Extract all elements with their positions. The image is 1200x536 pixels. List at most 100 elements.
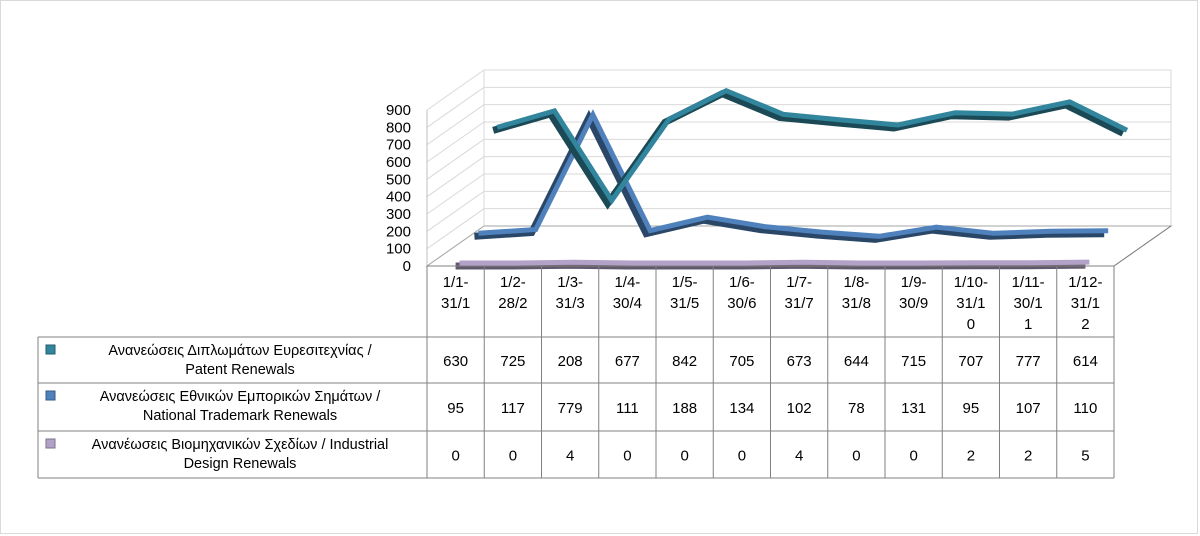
gridline-depth (426, 104, 485, 146)
x-tick-label: 30/9 (899, 295, 928, 312)
data-label: 78 (848, 400, 865, 417)
x-tick-label: 1/11- (1012, 274, 1045, 291)
data-label: 134 (729, 400, 754, 417)
data-label: 0 (680, 448, 688, 465)
gridline-depth (426, 190, 485, 232)
y-tick-label: 800 (386, 119, 411, 136)
x-tick-label: 31/7 (785, 295, 814, 312)
table-row: Ανανέωσεις Βιομηχανικών Σχεδίων / Indust… (45, 437, 1090, 472)
data-label: 0 (509, 448, 517, 465)
legend-swatch (45, 438, 56, 449)
data-label: 725 (500, 353, 525, 370)
x-tick-label: 30/6 (727, 295, 756, 312)
x-tick-label: 30/4 (613, 295, 642, 312)
y-tick-label: 100 (386, 241, 411, 258)
x-tick-label: 31/1 (956, 295, 985, 312)
data-label: 0 (852, 448, 860, 465)
data-label: 0 (623, 448, 631, 465)
y-tick-label: 0 (403, 258, 411, 275)
table-row: Ανανεώσεις Διπλωμάτων Ευρεσιτεχνίας / Pat… (45, 343, 1098, 378)
y-tick-label: 400 (386, 189, 411, 206)
x-tick-label: 1/12- (1068, 274, 1102, 291)
series-2 (455, 259, 1090, 270)
legend-swatch (45, 390, 56, 401)
y-tick-label: 200 (386, 223, 411, 240)
data-label: 777 (1016, 353, 1041, 370)
y-tick-label: 300 (386, 206, 411, 223)
data-label: 842 (672, 353, 697, 370)
data-label: 644 (844, 353, 869, 370)
data-label: 0 (909, 448, 917, 465)
data-label: 131 (901, 400, 926, 417)
legend-swatch (45, 344, 56, 355)
x-tick-label: 31/1 (1071, 295, 1100, 312)
x-tick-label: 28/2 (498, 295, 527, 312)
legend-entry: Ανανέωσεις Βιομηχανικών Σχεδίων / Indust… (92, 437, 389, 453)
data-label: 208 (558, 353, 583, 370)
x-tick-label: 1/8- (843, 274, 869, 291)
data-label: 707 (958, 353, 983, 370)
x-tick-label: 1/9- (901, 274, 927, 291)
data-label: 2 (967, 448, 975, 465)
legend-entry: Ανανεώσεις Διπλωμάτων Ευρεσιτεχνίας / (108, 343, 372, 359)
series-line (478, 109, 1109, 239)
gridline-depth (426, 138, 485, 180)
data-label: 630 (443, 353, 468, 370)
series-line (459, 259, 1090, 266)
x-tick-label: 31/3 (556, 295, 585, 312)
x-tick-label: 1/2- (500, 274, 526, 291)
series-1 (474, 109, 1109, 243)
x-tick-label: 2 (1081, 316, 1089, 333)
y-tick-label: 600 (386, 154, 411, 171)
x-tick-label: 31/5 (670, 295, 699, 312)
data-label: 614 (1073, 353, 1098, 370)
data-label: 715 (901, 353, 926, 370)
data-table: 1/1- 31/1 1/2- 28/2 1/3- 31/3 1/4- 30/4 1/5- 31/5… (37, 225, 1172, 479)
data-label: 673 (787, 353, 812, 370)
legend-entry: National Trademark Renewals (143, 408, 337, 424)
x-tick-label: 1/10- (954, 274, 988, 291)
gridline-depth (426, 156, 485, 198)
x-tick-label: 31/1 (441, 295, 470, 312)
series-line (496, 87, 1129, 205)
data-label: 4 (566, 448, 574, 465)
data-label: 677 (615, 353, 640, 370)
table-row: Ανανεώσεις Εθνικών Εμπορικών Σημάτων / Na… (45, 389, 1097, 424)
x-tick-label: 30/1 (1014, 295, 1043, 312)
data-label: 102 (787, 400, 812, 417)
x-tick-label: 1/5- (672, 274, 698, 291)
x-tick-label: 1/1- (443, 274, 469, 291)
data-label: 779 (558, 400, 583, 417)
data-label: 2 (1024, 448, 1032, 465)
gridline-depth (426, 173, 485, 215)
gridline-depth (426, 208, 485, 250)
data-label: 5 (1081, 448, 1089, 465)
x-tick-label: 1/6- (729, 274, 755, 291)
data-label: 705 (729, 353, 754, 370)
data-label: 95 (447, 400, 464, 417)
y-tick-label: 500 (386, 171, 411, 188)
gridline-depth (426, 86, 485, 128)
x-tick-label: 1/4- (614, 274, 640, 291)
legend-entry: Design Renewals (184, 456, 297, 472)
x-tick-label: 0 (967, 316, 975, 333)
x-tick-label: 1/7- (786, 274, 812, 291)
gridline-depth (426, 69, 485, 111)
x-tick-label: 1/3- (557, 274, 583, 291)
data-label: 117 (501, 400, 525, 417)
data-label: 95 (963, 400, 980, 417)
data-label: 107 (1016, 400, 1041, 417)
data-label: 111 (616, 400, 639, 417)
data-label: 188 (672, 400, 697, 417)
data-label: 110 (1073, 400, 1097, 417)
y-tick-label: 700 (386, 137, 411, 154)
x-tick-label: 31/8 (842, 295, 871, 312)
data-label: 4 (795, 448, 803, 465)
floor-edge (1113, 225, 1172, 267)
data-label: 0 (451, 448, 459, 465)
x-tick-labels: 1/1- 31/1 1/2- 28/2 1/3- 31/3 1/4- 30/4 1/5- 31/5… (441, 274, 1102, 333)
data-label: 0 (738, 448, 746, 465)
